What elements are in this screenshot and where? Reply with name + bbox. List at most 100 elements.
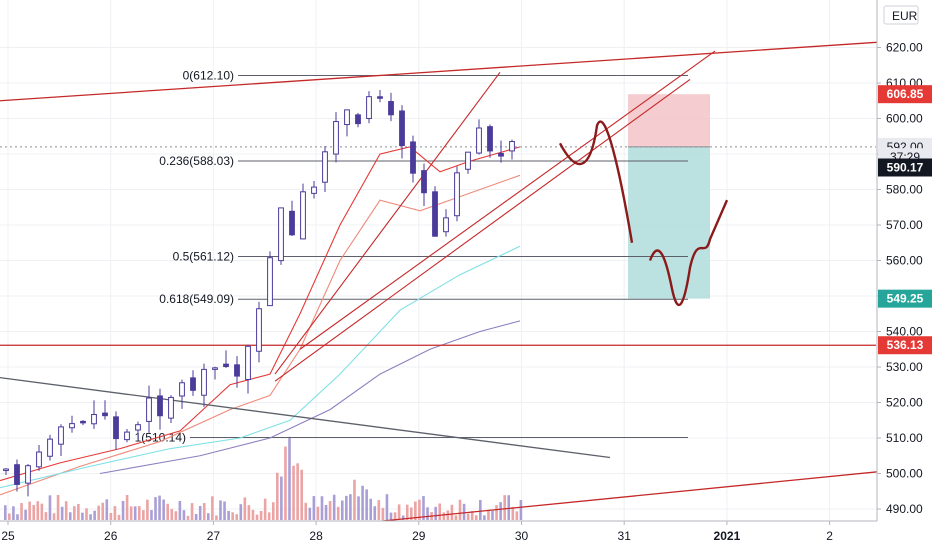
volume-bar [28, 501, 31, 520]
candle-body [498, 152, 504, 157]
time-tick-label: 28 [309, 529, 323, 543]
candle-body [476, 127, 482, 154]
currency-box [883, 5, 919, 25]
volume-bar [263, 498, 267, 520]
volume-bar [52, 513, 56, 520]
volume-bar [85, 508, 88, 520]
volume-bar [125, 494, 129, 520]
position-zones [0, 94, 876, 299]
volume-bar [466, 513, 470, 520]
volume-bar [219, 500, 222, 520]
volume-bar [158, 495, 161, 520]
candle-body [487, 126, 493, 152]
volume-bar [365, 489, 368, 520]
candle-body [454, 172, 460, 217]
volume-bar [89, 514, 92, 520]
volume-bars [4, 436, 523, 520]
volume-bar [442, 512, 446, 520]
volume-bar [426, 507, 429, 520]
candle-body [399, 110, 405, 147]
volume-bar [332, 494, 336, 520]
volume-bar [186, 515, 190, 520]
volume-bar [450, 504, 454, 520]
candle-body [509, 141, 515, 152]
volume-bar [207, 513, 210, 520]
volume-bar [235, 514, 239, 520]
volume-bar [211, 496, 214, 520]
price-tick-label: 520.00 [886, 396, 923, 410]
volume-bar [454, 515, 458, 520]
volume-bar [40, 503, 44, 520]
candle-body [333, 121, 339, 155]
volume-bar [20, 503, 23, 520]
volume-bar [56, 494, 60, 520]
volume-bar [503, 495, 506, 520]
projection-path-1 [558, 120, 634, 243]
price-badge-label: 606.85 [887, 87, 924, 101]
price-tick-label: 500.00 [886, 467, 923, 481]
volume-bar [385, 494, 389, 520]
volume-bar [316, 506, 320, 520]
candlesticks [3, 89, 515, 497]
volume-bar [231, 512, 234, 520]
currency-text: EUR [892, 9, 918, 23]
candle-body [47, 438, 53, 457]
volume-bar [377, 500, 381, 520]
volume-bar [73, 506, 76, 520]
volume-bar [97, 505, 100, 520]
volume-bar [137, 506, 141, 520]
volume-bar [304, 502, 308, 520]
candle-body [355, 114, 361, 125]
volume-bar [438, 503, 442, 520]
volume-bar [117, 514, 121, 520]
ma-slow-line [0, 245, 521, 489]
rising-wedge-upper [274, 72, 501, 375]
price-badge-box [878, 289, 932, 308]
candle-body [25, 465, 31, 484]
volume-bar [410, 507, 413, 520]
descending-line [0, 377, 611, 459]
volume-bar [474, 515, 478, 520]
volume-bar [483, 515, 486, 520]
volume-bar [292, 465, 295, 520]
volume-bar [491, 510, 494, 520]
candle-body [223, 363, 229, 367]
volume-bar [154, 497, 157, 520]
volume-bar [470, 511, 474, 520]
price-badge-label: 590.17 [887, 160, 924, 174]
upper-channel-line [0, 37, 932, 102]
volume-bar [401, 515, 405, 520]
fib-retracement: 0(612.10) 0.236(588.03) 0.5(561.12) 0.618(5… [135, 69, 688, 445]
volume-bar [267, 512, 271, 520]
fib-label: 0.236(588.03) [159, 154, 234, 168]
volume-bar [271, 502, 275, 520]
fib-label: 0(612.10) [183, 69, 234, 83]
candle-body [124, 431, 130, 441]
candle-body [102, 412, 108, 417]
volume-bar [129, 506, 133, 520]
volume-bar [48, 495, 52, 520]
volume-bar [479, 499, 482, 520]
fib-label: 0.618(549.09) [159, 292, 234, 306]
price-tick-label: 620.00 [886, 41, 923, 55]
time-tick-label: 27 [207, 529, 221, 543]
time-tick-label: 31 [618, 529, 632, 543]
volume-bar [146, 499, 149, 520]
ma-long-line [99, 320, 521, 475]
candle-body [58, 426, 64, 445]
time-tick-label: 2021 [714, 529, 741, 543]
candle-body [234, 364, 240, 377]
price-badge-label: 549.25 [887, 292, 924, 306]
candle-body [443, 217, 449, 233]
rising-wedge-lower [299, 50, 716, 350]
volume-bar [93, 510, 96, 520]
price-tick-label: 530.00 [886, 360, 923, 374]
volume-bar [324, 505, 328, 520]
projection-drawing [558, 120, 729, 306]
volume-bar [60, 506, 64, 520]
candle-body [344, 109, 350, 126]
volume-bar [142, 510, 145, 520]
volume-bar [389, 512, 393, 520]
